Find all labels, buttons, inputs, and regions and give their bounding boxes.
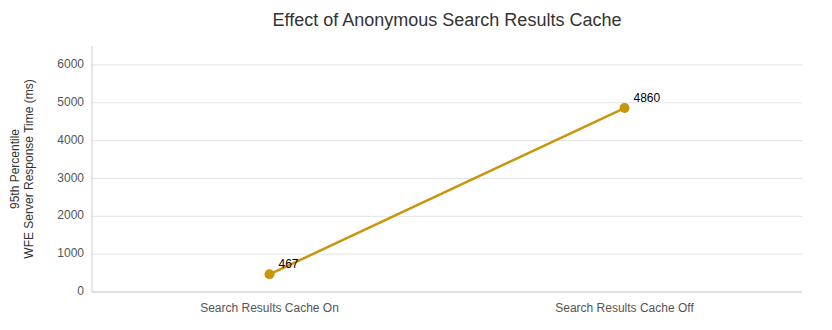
x-axis-line xyxy=(92,292,802,293)
data-label: 467 xyxy=(279,257,299,271)
chart-container: 0 1000 2000 3000 4000 5000 6000 Search Results … xyxy=(0,0,832,330)
y-tick-label: 6000 xyxy=(57,57,84,71)
y-grid xyxy=(92,65,802,292)
marker xyxy=(265,269,275,279)
grid-line xyxy=(92,102,802,103)
y-tick-label: 5000 xyxy=(57,95,84,109)
data-label: 4860 xyxy=(634,91,661,105)
y-tick-label: 0 xyxy=(77,284,84,298)
x-tick-label: Search Results Cache On xyxy=(200,301,339,315)
line xyxy=(270,108,625,274)
y-axis-label: 95th Percentile xyxy=(8,129,22,209)
grid-line xyxy=(92,292,802,293)
page: {"chart_data": {"type": "line", "title":… xyxy=(0,0,832,330)
marker xyxy=(620,103,630,113)
grid-line xyxy=(92,64,802,65)
y-axis-label: WFE Server Response Time (ms) xyxy=(22,79,36,258)
marks xyxy=(265,103,630,279)
y-axis-line xyxy=(92,46,93,292)
y-tick-label: 1000 xyxy=(57,246,84,260)
grid-line xyxy=(92,254,802,255)
y-tick-label: 2000 xyxy=(57,208,84,222)
y-tick-label: 3000 xyxy=(57,171,84,185)
chart-svg: 0 1000 2000 3000 4000 5000 6000 Search Results … xyxy=(0,0,832,330)
x-tick-label: Search Results Cache Off xyxy=(555,301,694,315)
y-tick-label: 4000 xyxy=(57,133,84,147)
title: Effect of Anonymous Search Results Cache xyxy=(273,10,622,30)
grid-line xyxy=(92,216,802,217)
grid-line xyxy=(92,140,802,141)
grid-line xyxy=(92,178,802,179)
background xyxy=(0,0,832,330)
